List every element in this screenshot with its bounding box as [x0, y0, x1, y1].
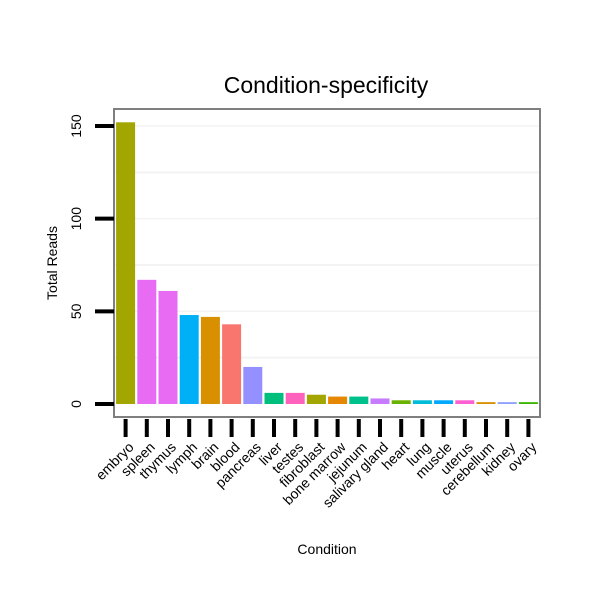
y-tick-label: 100 — [68, 207, 84, 231]
bar-brain — [200, 316, 220, 404]
bar-bone-marrow — [328, 396, 348, 404]
bar-thymus — [158, 290, 178, 404]
y-tick-label: 150 — [68, 114, 84, 138]
bar-uterus — [455, 400, 475, 404]
bar-ovary — [518, 402, 538, 404]
chart-title: Condition-specificity — [224, 72, 429, 98]
bar-spleen — [137, 279, 157, 404]
bar-blood — [222, 324, 242, 404]
x-axis: embryospleenthymuslymphbrainbloodpancrea… — [92, 419, 540, 511]
x-axis-label: Condition — [297, 541, 356, 557]
bar-fibroblast — [306, 394, 326, 404]
y-axis: 0 50 100 150 — [68, 114, 114, 408]
bar-testes — [285, 392, 305, 404]
bars — [116, 122, 538, 404]
bar-embryo — [116, 122, 136, 404]
bar-jejunum — [349, 396, 369, 404]
plot-panel-border — [113, 108, 541, 418]
y-axis-label: Total Reads — [44, 226, 60, 300]
bar-muscle — [434, 400, 454, 404]
bar-kidney — [497, 402, 517, 404]
bar-heart — [391, 400, 411, 404]
bar-cerebellum — [476, 402, 496, 404]
bar-lymph — [179, 315, 199, 404]
bar-lung — [412, 400, 432, 404]
y-tick-label: 0 — [68, 400, 84, 408]
bar-liver — [264, 392, 284, 404]
bar-salivary-gland — [370, 398, 390, 404]
bar-pancreas — [243, 366, 263, 404]
grid-lines — [115, 125, 539, 359]
y-tick-label: 50 — [68, 303, 84, 319]
